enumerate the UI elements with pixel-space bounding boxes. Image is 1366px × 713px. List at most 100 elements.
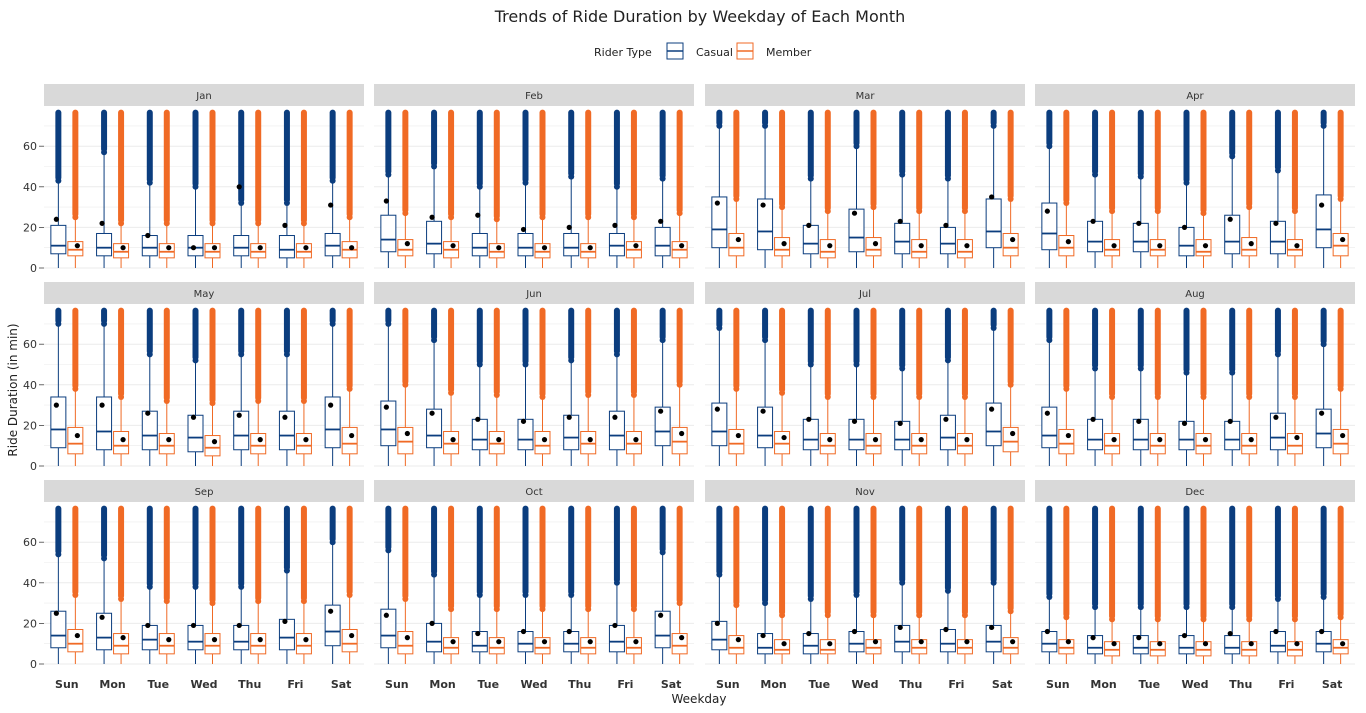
facet-panel-jul: Jul	[705, 282, 1025, 467]
iqr-box	[1132, 635, 1149, 655]
mean-point	[120, 635, 126, 641]
outlier-point	[676, 210, 683, 217]
mean-point	[714, 406, 720, 412]
box-member-mon	[774, 109, 791, 268]
iqr-box	[757, 633, 774, 655]
outlier-point	[990, 122, 997, 129]
box-member-sat	[1002, 109, 1019, 268]
box-member-sun	[1058, 505, 1075, 664]
iqr-box	[96, 612, 113, 651]
outlier-point	[283, 351, 290, 358]
iqr-box	[1087, 418, 1104, 451]
box-member-mon	[443, 505, 460, 664]
iqr-box	[911, 239, 928, 259]
outlier-point	[539, 393, 546, 400]
outlier-point	[1137, 173, 1144, 180]
mean-point	[851, 210, 858, 216]
mean-point	[943, 222, 949, 228]
mean-point	[897, 624, 903, 631]
outlier-band	[1200, 505, 1207, 620]
iqr-box	[295, 433, 312, 455]
mean-point	[404, 430, 410, 437]
iqr-box	[1241, 237, 1258, 257]
box-member-wed	[865, 307, 882, 466]
outlier-point	[944, 587, 951, 594]
outlier-band	[613, 109, 620, 187]
outlier-band	[1063, 307, 1070, 389]
outlier-point	[101, 555, 108, 562]
mean-point	[1227, 216, 1233, 222]
mean-point	[99, 220, 105, 226]
outlier-point	[1337, 614, 1344, 621]
mean-point	[658, 408, 664, 414]
outlier-band	[1291, 307, 1298, 397]
outlier-point	[55, 177, 62, 184]
mean-point	[943, 626, 949, 633]
box-casual-thu	[894, 505, 911, 664]
box-member-sat	[341, 307, 358, 466]
mean-point	[383, 404, 389, 410]
mean-point	[120, 437, 126, 443]
box-member-fri	[1286, 505, 1303, 664]
mean-point	[714, 200, 720, 206]
outlier-point	[733, 195, 740, 202]
mean-point	[964, 243, 970, 249]
mean-point	[735, 637, 741, 643]
outlier-band	[72, 505, 79, 595]
facet-strip	[374, 480, 694, 502]
iqr-box	[728, 232, 745, 257]
x-tick-label: Sat	[1322, 678, 1343, 691]
mean-point	[566, 628, 572, 635]
mean-point	[1319, 202, 1325, 208]
outlier-band	[402, 505, 409, 600]
y-tick-label: 60	[23, 338, 37, 351]
mean-point	[1248, 241, 1254, 247]
outlier-point	[1063, 614, 1070, 621]
outlier-band	[476, 109, 483, 187]
outlier-point	[1092, 171, 1099, 178]
outlier-band	[539, 505, 546, 610]
mean-point	[236, 412, 242, 418]
outlier-band	[209, 307, 216, 404]
box-member-fri	[956, 307, 973, 466]
box-casual-sun	[380, 109, 397, 268]
x-tick-label: Wed	[1181, 678, 1208, 691]
facet-panel-nov: Nov Sun Mon Tue Wed Thu Fri Sat	[705, 480, 1025, 691]
mean-point	[1090, 416, 1096, 422]
facet-strip	[1035, 480, 1355, 502]
mean-point	[1065, 639, 1071, 645]
mean-point	[612, 622, 618, 629]
box-casual-mon	[96, 109, 113, 268]
iqr-box	[250, 433, 267, 455]
iqr-box	[1132, 418, 1149, 451]
outlier-point	[961, 612, 968, 619]
outlier-point	[568, 173, 575, 180]
outlier-point	[961, 393, 968, 400]
iqr-box	[848, 418, 865, 451]
outlier-band	[163, 307, 170, 402]
iqr-box	[1332, 232, 1349, 257]
box-casual-sat	[985, 307, 1002, 466]
box-casual-sat	[985, 109, 1002, 268]
box-member-thu	[580, 505, 597, 664]
x-tick-label: Sat	[661, 678, 682, 691]
x-tick-label: Tue	[1138, 678, 1160, 691]
box-casual-fri	[1269, 307, 1286, 466]
iqr-box	[802, 633, 819, 655]
outlier-point	[613, 351, 620, 358]
outlier-point	[1007, 195, 1014, 202]
box-member-sat	[341, 505, 358, 664]
outlier-point	[899, 579, 906, 586]
outlier-band	[1274, 307, 1281, 355]
outlier-band	[870, 109, 877, 208]
box-member-wed	[534, 505, 551, 664]
x-tick-label: Sun	[55, 678, 79, 691]
iqr-box	[894, 624, 911, 653]
iqr-box	[757, 406, 774, 449]
outlier-band	[716, 109, 723, 126]
iqr-box	[113, 430, 130, 455]
outlier-point	[676, 381, 683, 388]
box-member-thu	[580, 109, 597, 268]
outlier-point	[1291, 616, 1298, 623]
iqr-box	[67, 628, 84, 653]
